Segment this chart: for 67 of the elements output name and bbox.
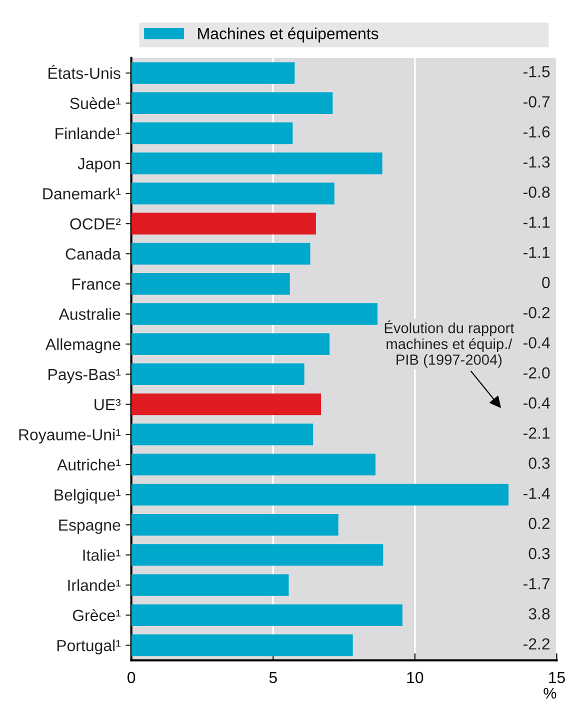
bar [131, 393, 322, 416]
y-tick-label: OCDE² [70, 218, 121, 230]
x-tick-label: 0 [128, 672, 136, 684]
annotation: -0.4 [524, 397, 550, 409]
bar [131, 544, 384, 566]
y-tick-label: Pays-Bas¹ [48, 369, 121, 384]
y-tick-label: Canada [66, 248, 121, 260]
bar [131, 363, 304, 386]
bar [131, 424, 314, 446]
annotation: -1.1 [524, 246, 550, 258]
y-tick-label: Portugal¹ [57, 639, 121, 654]
bar [131, 514, 338, 536]
y-tick-label: Grèce¹ [72, 609, 121, 622]
annotation: -2.1 [524, 427, 550, 439]
annotation: Évolution du rapport machines et équip./ PIB (1997-2004) [384, 320, 514, 368]
bar [131, 122, 293, 144]
y-tick-label: UE³ [94, 399, 121, 410]
y-tick-label: Danemark¹ [43, 188, 121, 200]
annotation: -2.0 [524, 367, 550, 379]
annotation: 0 [542, 276, 550, 288]
bar [131, 484, 509, 506]
annotation: -0.7 [524, 96, 550, 108]
y-tick-label: Espagne [59, 520, 120, 534]
x-tick-label: 5 [269, 672, 277, 684]
bar [131, 182, 334, 204]
annotation: -1.1 [524, 216, 550, 228]
annotation: 0.2 [528, 518, 550, 530]
annotation: -0.4 [524, 337, 550, 348]
bar [131, 604, 402, 626]
annotation: -2.2 [524, 638, 550, 650]
annotation: 3.8 [528, 608, 550, 620]
bar [131, 92, 333, 114]
y-tick-label: Australie [58, 308, 120, 320]
bar [131, 574, 289, 596]
annotation: 0.3 [528, 458, 550, 469]
bar [131, 333, 330, 355]
y-tick-label: Royaume-Uni¹ [19, 428, 121, 444]
annotation: -0.8 [524, 186, 550, 198]
bar [131, 212, 316, 234]
annotation: -0.2 [524, 306, 550, 318]
annotation: 0.3 [528, 548, 550, 560]
x-axis-title: % [544, 688, 556, 699]
y-tick-label: Belgique¹ [54, 488, 121, 504]
bar [131, 152, 382, 174]
y-tick-label: Japon [78, 158, 120, 172]
y-tick-label: Allemagne [45, 338, 120, 354]
y-tick-label: États-Unis [48, 64, 120, 79]
y-tick-label: France [72, 278, 120, 290]
bar [131, 273, 290, 295]
legend-label: Machines et équipements [198, 27, 378, 42]
annotation: -1.5 [524, 66, 550, 78]
y-tick-label: Italie¹ [83, 549, 121, 561]
y-tick-label: Autriche¹ [57, 458, 121, 471]
bar [131, 454, 376, 476]
x-tick-label: 15 [549, 672, 565, 684]
y-tick-label: Finlande¹ [56, 127, 121, 140]
annotation: -1.7 [524, 578, 550, 590]
y-tick-label: Suède¹ [70, 97, 121, 110]
x-tick-label: 10 [407, 672, 424, 684]
bar [131, 62, 295, 84]
annotation: -1.4 [524, 488, 550, 499]
bar [131, 303, 378, 325]
y-tick-label: Irlande¹ [68, 579, 121, 591]
bar [131, 242, 310, 265]
bar [131, 634, 353, 656]
annotation: -1.3 [524, 156, 550, 168]
annotation: -1.6 [524, 126, 550, 138]
